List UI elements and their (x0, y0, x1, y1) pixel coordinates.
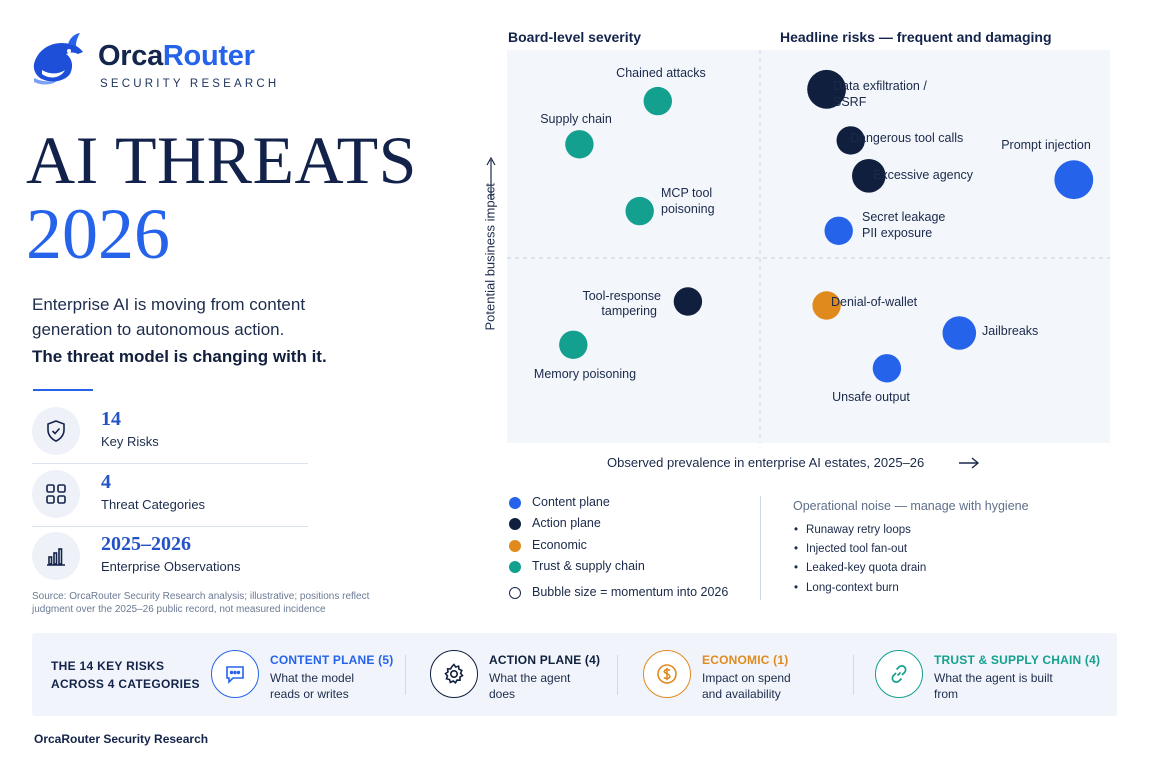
legend-divider (760, 496, 761, 600)
point-label-denial-of-wallet: Denial-of-wallet (831, 295, 918, 309)
point-label-jailbreaks: Jailbreaks (982, 324, 1038, 338)
source-note: Source: OrcaRouter Security Research ana… (32, 591, 370, 615)
stat-key-risks: 14 Key Risks (32, 405, 308, 459)
category-title: ECONOMIC (1) (702, 653, 789, 667)
bubble-excessive-agency (852, 159, 886, 193)
bubble-mcp-tool-poisoning (625, 196, 654, 226)
stat-value: 2025–2026 (101, 533, 191, 555)
category-band-heading: THE 14 KEY RISKS ACROSS 4 CATEGORIES (51, 659, 200, 691)
point-label-dangerous-tool-calls: Dangerous tool calls (850, 131, 963, 145)
point-label-tool-response: tampering (601, 304, 657, 318)
brand-name: OrcaRouter (98, 40, 255, 72)
category-title: ACTION PLANE (4) (489, 653, 601, 667)
link-icon (891, 665, 907, 683)
grid-icon (46, 484, 66, 504)
noise-item: Injected tool fan-out (794, 543, 907, 555)
noise-item: Runaway retry loops (794, 524, 911, 536)
orca-logo-icon (33, 33, 83, 85)
y-axis-label: Potential business impact (482, 183, 498, 331)
bubble-prompt-injection (1054, 160, 1094, 200)
stat-label: Threat Categories (101, 497, 206, 512)
point-label-mcp-tool-poisoning: MCP tool (661, 186, 712, 200)
point-label-chained-attacks: Chained attacks (616, 66, 706, 80)
intro-strong-text: The threat model is changing with it. (32, 347, 327, 366)
accent-divider (33, 389, 93, 391)
point-label-excessive-agency: Excessive agency (873, 168, 974, 182)
hero-title: AI THREATS (26, 122, 417, 198)
category-title: TRUST & SUPPLY CHAIN (4) (934, 653, 1101, 667)
bubble-chained-attacks (643, 86, 672, 116)
bubble-secret-leakage-pii-exposure (824, 216, 853, 245)
bubble-tool-response-tampering (673, 287, 703, 316)
legend-dot (509, 561, 521, 573)
legend-dot (509, 497, 521, 509)
legend-ring-icon (509, 587, 521, 599)
x-axis-arrowhead-icon (971, 457, 980, 469)
point-label-supply-chain: Supply chain (540, 112, 612, 126)
stat-value: 4 (101, 471, 111, 493)
brand-tagline: SECURITY RESEARCH (100, 78, 280, 90)
bubble-unsafe-output (872, 354, 902, 383)
dollar-icon (657, 664, 677, 684)
stat-label: Key Risks (101, 434, 159, 449)
footer-credit: OrcaRouter Security Research (34, 732, 209, 746)
point-label-unsafe-output: Unsafe output (832, 390, 910, 404)
point-label-memory-poisoning: Memory poisoning (534, 367, 636, 381)
point-label-data-exfiltration: Data exfiltration / (833, 79, 927, 93)
point-label-secret-leakage: PII exposure (862, 226, 932, 240)
bubble-denial-of-wallet (812, 291, 841, 320)
quadrant-title-top-right: Headline risks — frequent and damaging (780, 29, 1052, 45)
noise-title: Operational noise — manage with hygiene (793, 499, 1029, 513)
chat-bubble-icon (226, 666, 244, 684)
stat-observations: 2025–2026 Enterprise Observations (32, 530, 308, 584)
point-label-data-exfiltration: SSRF (833, 95, 867, 109)
category-title: CONTENT PLANE (5) (270, 653, 394, 667)
category-divider (617, 655, 618, 695)
category-desc: What the agent is built from (934, 671, 1053, 701)
y-axis-arrowhead-icon (486, 156, 496, 166)
legend-dot (509, 540, 521, 552)
stat-threat-categories: 4 Threat Categories (32, 468, 308, 522)
point-label-secret-leakage: Secret leakage (862, 210, 945, 224)
bubble-memory-poisoning (559, 330, 588, 359)
quadrant-title-top-left: Board-level severity (508, 29, 642, 45)
point-label-tool-response: Tool-response (582, 289, 661, 303)
bubble-supply-chain (565, 130, 594, 159)
category-desc: What the model reads or writes (270, 671, 355, 701)
brand-header: OrcaRouter SECURITY RESEARCH (28, 30, 288, 94)
shield-check-icon (47, 420, 65, 442)
noise-item: Long-context burn (794, 582, 899, 594)
stat-divider (32, 463, 308, 464)
legend-dot (509, 518, 521, 530)
hero-year: 2026 (26, 194, 170, 274)
gear-icon (444, 663, 464, 685)
noise-item: Leaked-key quota drain (794, 562, 926, 574)
stat-label: Enterprise Observations (101, 559, 241, 574)
category-desc: Impact on spend and availability (702, 671, 791, 701)
point-label-prompt-injection: Prompt injection (1001, 138, 1091, 152)
category-desc: What the agent does (489, 671, 571, 701)
bubble-dangerous-tool-calls (836, 126, 865, 155)
intro-text: Enterprise AI is moving from content gen… (32, 295, 306, 339)
bubble-data-exfiltration-ssrf (807, 69, 846, 109)
x-axis-label: Observed prevalence in enterprise AI est… (607, 455, 925, 470)
stat-divider (32, 526, 308, 527)
stat-value: 14 (101, 408, 121, 430)
bar-chart-icon (47, 548, 65, 566)
point-label-mcp-tool-poisoning: poisoning (661, 202, 715, 216)
category-divider (405, 655, 406, 695)
chart-plot-area (507, 50, 1110, 443)
category-divider (853, 655, 854, 695)
bubble-jailbreaks (942, 316, 977, 350)
